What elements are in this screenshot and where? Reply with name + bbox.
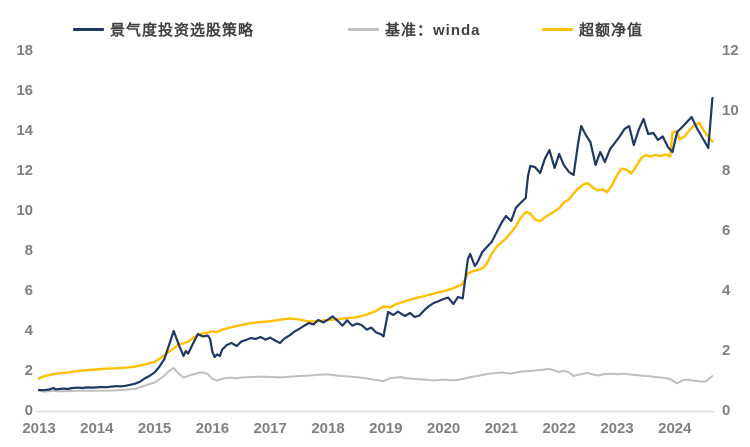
right-axis-ticks: 0 2 4 6 8 10 12 (722, 42, 739, 419)
svg-text:2: 2 (722, 342, 730, 359)
svg-text:18: 18 (16, 42, 33, 59)
benchmark-line-swatch (348, 27, 379, 31)
svg-text:2022: 2022 (543, 420, 576, 437)
svg-text:6: 6 (722, 222, 730, 239)
legend-item-excess: 超额净值 (542, 18, 643, 40)
svg-text:2023: 2023 (600, 420, 633, 437)
svg-text:0: 0 (722, 402, 730, 419)
svg-text:4: 4 (722, 282, 731, 299)
svg-text:2014: 2014 (80, 420, 114, 437)
svg-text:2024: 2024 (658, 420, 692, 437)
svg-text:2: 2 (25, 362, 33, 379)
chart-legend: 景气度投资选股策略 基准：winda 超额净值 (0, 18, 750, 40)
svg-text:12: 12 (722, 42, 739, 59)
svg-text:6: 6 (25, 282, 33, 299)
svg-text:2019: 2019 (369, 420, 402, 437)
svg-text:4: 4 (25, 322, 34, 339)
legend-label-excess: 超额净值 (579, 21, 644, 39)
svg-text:12: 12 (16, 162, 33, 179)
legend-item-benchmark: 基准：winda (348, 18, 481, 40)
excess-line-swatch (542, 27, 573, 31)
svg-text:8: 8 (722, 162, 730, 179)
legend-item-strategy: 景气度投资选股策略 (73, 18, 254, 40)
legend-label-strategy: 景气度投资选股策略 (110, 21, 255, 39)
svg-text:0: 0 (25, 402, 33, 419)
svg-text:2020: 2020 (427, 420, 460, 437)
svg-text:2015: 2015 (138, 420, 171, 437)
left-axis-ticks: 0 2 4 6 8 10 12 14 16 18 (16, 42, 33, 419)
svg-text:10: 10 (16, 202, 33, 219)
svg-text:2016: 2016 (196, 420, 229, 437)
strategy-line-swatch (73, 27, 104, 31)
svg-text:10: 10 (722, 102, 739, 119)
svg-text:16: 16 (16, 82, 33, 99)
svg-text:2018: 2018 (311, 420, 344, 437)
svg-text:2021: 2021 (485, 420, 518, 437)
svg-text:2013: 2013 (22, 420, 55, 437)
benchmark-line (38, 367, 714, 393)
excess-line (37, 121, 714, 380)
x-axis-ticks: 2013 2014 2015 2016 2017 2018 2019 2020 2021 2022… (22, 420, 692, 437)
legend-label-benchmark: 基准：winda (385, 21, 481, 39)
svg-text:2017: 2017 (254, 420, 287, 437)
svg-text:8: 8 (25, 242, 33, 259)
svg-text:14: 14 (16, 122, 33, 139)
strategy-line (37, 96, 714, 392)
